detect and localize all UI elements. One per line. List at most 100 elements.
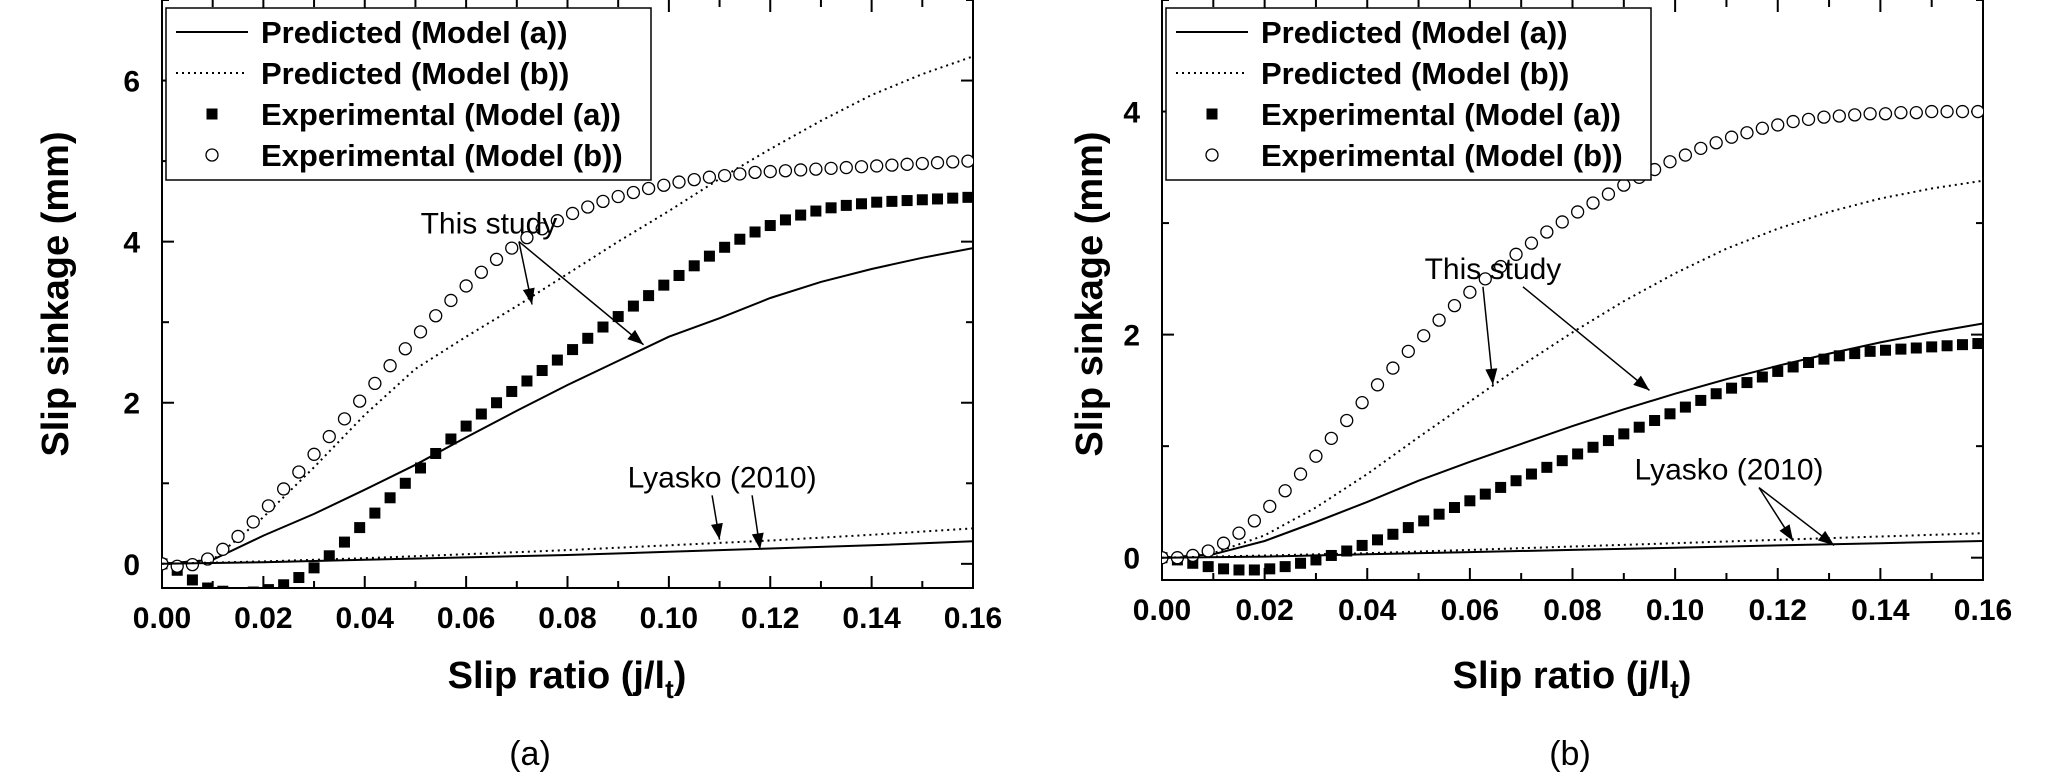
data-point-circle bbox=[1755, 121, 1770, 135]
data-point-circle bbox=[1263, 499, 1277, 514]
data-point-circle bbox=[383, 359, 397, 373]
data-point-square bbox=[1341, 545, 1353, 557]
annotation-label: This study bbox=[1425, 253, 1562, 286]
data-point-square bbox=[1695, 394, 1707, 406]
legend-entry-label: Experimental (Model (a)) bbox=[1261, 97, 1621, 132]
data-point-square bbox=[749, 226, 761, 238]
data-point-square bbox=[217, 585, 229, 588]
panel-label: (a) bbox=[509, 735, 551, 773]
data-point-circle bbox=[1463, 285, 1477, 299]
data-point-circle bbox=[261, 499, 276, 513]
plot-area bbox=[1162, 104, 1983, 576]
data-point-square bbox=[795, 209, 807, 221]
data-point-square bbox=[1525, 468, 1537, 480]
x-tick-label: 0.00 bbox=[1133, 594, 1191, 627]
data-point-circle bbox=[413, 325, 428, 339]
chart-panel-b: 0.00 0.02 0.04 0.06 0.08 0.10 0.12 0.14 0.16 0 2 4 T… bbox=[1069, 0, 2012, 773]
data-point-circle bbox=[961, 154, 973, 168]
data-point-circle bbox=[322, 429, 336, 444]
series-line-4 bbox=[162, 540, 973, 565]
data-point-circle bbox=[1447, 298, 1462, 313]
data-point-circle bbox=[489, 252, 504, 267]
x-axis-label: Slip ratio (j/lt) bbox=[448, 655, 687, 704]
data-point-circle bbox=[1663, 155, 1677, 169]
annotation-label: Lyasko (2010) bbox=[1635, 454, 1824, 487]
data-point-square bbox=[1679, 401, 1691, 413]
data-point-circle bbox=[1863, 107, 1877, 121]
x-tick-label: 0.16 bbox=[1954, 594, 2012, 627]
series-line-5 bbox=[1162, 532, 1983, 559]
data-point-square bbox=[521, 375, 533, 387]
y-axis-label: Slip sinkage (mm) bbox=[1069, 131, 1111, 456]
series-line-4 bbox=[1162, 540, 1983, 559]
data-point-circle bbox=[505, 241, 519, 255]
data-point-square bbox=[308, 562, 320, 574]
data-point-square bbox=[901, 195, 913, 207]
annotation-arrowhead bbox=[751, 532, 764, 550]
data-point-circle bbox=[854, 160, 869, 174]
data-point-square bbox=[947, 192, 959, 204]
annotation-arrowhead bbox=[1779, 524, 1794, 541]
data-point-square bbox=[871, 196, 883, 208]
data-point-square bbox=[627, 300, 639, 312]
data-point-circle bbox=[717, 168, 732, 183]
data-point-circle bbox=[581, 200, 595, 214]
data-point-square bbox=[810, 205, 822, 217]
x-tick-label: 0.16 bbox=[944, 602, 1002, 635]
data-point-circle bbox=[474, 265, 488, 279]
legend-circle-icon bbox=[205, 148, 219, 162]
data-point-circle bbox=[1478, 272, 1492, 286]
data-point-circle bbox=[870, 159, 884, 173]
data-point-circle bbox=[1909, 106, 1923, 120]
data-point-circle bbox=[1678, 148, 1693, 162]
data-point-square bbox=[1233, 564, 1245, 576]
legend-circle-icon bbox=[1205, 148, 1219, 162]
data-point-square bbox=[1972, 338, 1983, 350]
annotation-label: This study bbox=[421, 208, 558, 241]
x-tick-label: 0.12 bbox=[1749, 594, 1807, 627]
data-point-circle bbox=[1925, 104, 1939, 119]
data-point-circle bbox=[687, 172, 701, 187]
legend-box bbox=[1165, 7, 1652, 181]
data-point-circle bbox=[596, 194, 610, 209]
data-point-circle bbox=[1555, 215, 1569, 229]
data-point-square bbox=[1587, 441, 1599, 453]
data-point-square bbox=[1956, 339, 1968, 351]
data-point-circle bbox=[839, 160, 853, 175]
data-point-square bbox=[612, 311, 624, 323]
annotation-arrow bbox=[518, 241, 645, 346]
data-point-circle bbox=[1817, 110, 1831, 124]
data-point-square bbox=[338, 536, 350, 548]
data-point-circle bbox=[915, 156, 929, 171]
data-point-circle bbox=[1740, 126, 1754, 140]
data-point-square bbox=[551, 354, 563, 366]
data-point-square bbox=[460, 420, 472, 432]
data-point-circle bbox=[1955, 104, 1970, 119]
y-tick-label: 0 bbox=[1123, 543, 1140, 576]
data-point-circle bbox=[1216, 536, 1231, 550]
annotation-arrowhead bbox=[1817, 530, 1835, 546]
data-point-circle bbox=[520, 230, 534, 245]
data-point-square bbox=[582, 332, 594, 344]
data-point-circle bbox=[246, 515, 260, 529]
data-point-square bbox=[1448, 502, 1460, 513]
data-point-square bbox=[1864, 345, 1876, 357]
data-point-circle bbox=[1309, 449, 1323, 463]
data-point-circle bbox=[1417, 329, 1431, 343]
annotation-arrow bbox=[1482, 286, 1494, 385]
data-point-square bbox=[384, 492, 396, 504]
x-axis-label: Slip ratio (j/lt) bbox=[1453, 655, 1692, 704]
data-point-circle bbox=[626, 185, 641, 200]
data-point-square bbox=[1787, 361, 1799, 373]
data-point-circle bbox=[535, 222, 549, 236]
data-point-square bbox=[597, 321, 609, 333]
data-point-circle bbox=[1232, 526, 1246, 540]
legend-entry-label: Predicted (Model (a)) bbox=[1261, 15, 1568, 50]
data-point-square bbox=[1880, 344, 1892, 356]
data-point-square bbox=[1833, 350, 1845, 362]
data-point-square bbox=[278, 579, 290, 588]
data-point-square bbox=[262, 584, 274, 588]
data-point-square bbox=[916, 194, 928, 206]
x-tick-label: 0.06 bbox=[437, 602, 495, 635]
data-point-circle bbox=[1586, 196, 1600, 210]
